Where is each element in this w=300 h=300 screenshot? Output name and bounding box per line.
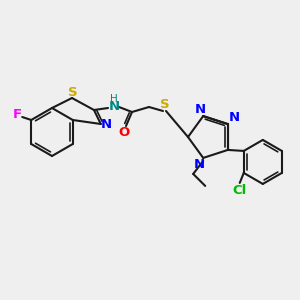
Text: S: S — [160, 98, 170, 112]
Text: H: H — [110, 94, 118, 104]
Text: N: N — [101, 118, 112, 131]
Text: N: N — [195, 103, 206, 116]
Text: N: N — [229, 111, 240, 124]
Text: F: F — [13, 109, 22, 122]
Text: N: N — [194, 158, 205, 171]
Text: Cl: Cl — [232, 184, 247, 197]
Text: O: O — [118, 125, 130, 139]
Text: S: S — [68, 85, 78, 98]
Text: N: N — [108, 100, 120, 113]
